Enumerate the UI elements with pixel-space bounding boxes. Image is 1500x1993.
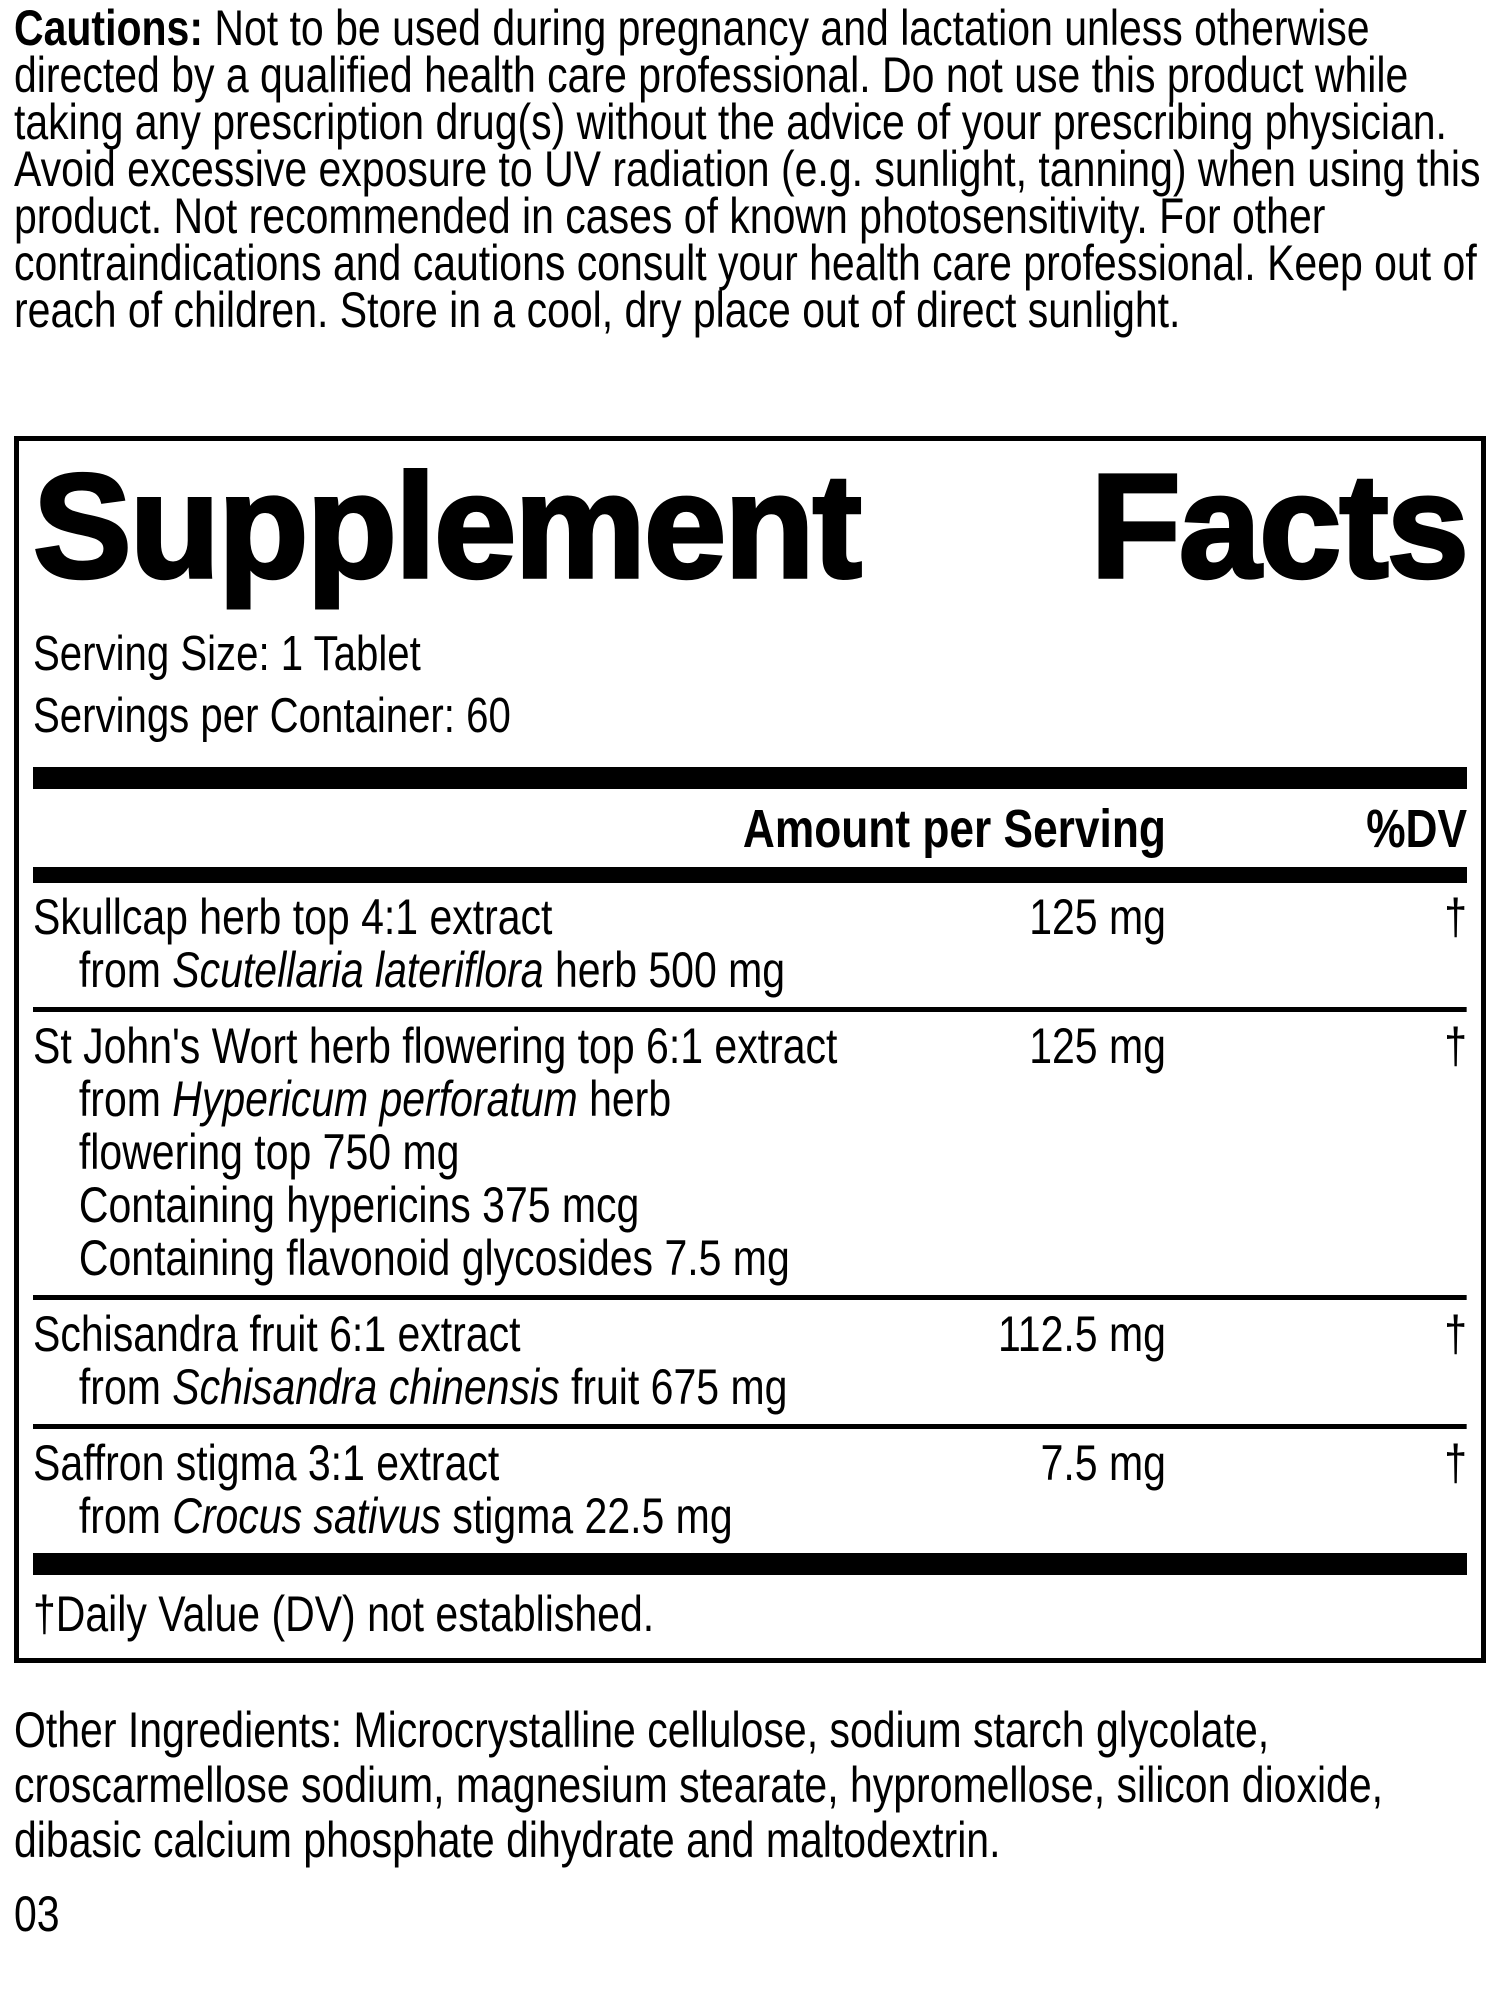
servings-per-container: Servings per Container: 60 — [33, 689, 511, 743]
other-ingredients-paragraph: Other Ingredients: Microcrystalline cell… — [14, 1702, 1384, 1868]
dv-header: %DV — [1366, 799, 1468, 859]
dv-cell: † — [1444, 1018, 1468, 1074]
cautions-paragraph: Cautions: Not to be used during pregnanc… — [14, 3, 1486, 335]
ingredient-name: Skullcap herb top 4:1 extract — [33, 889, 553, 945]
ingredient-detail: from Schisandra chinensis fruit 675 mg — [78, 1359, 788, 1415]
amount-cell: 125 mg — [1029, 1018, 1166, 1074]
serving-info: Serving Size: 1 Tablet Servings per Cont… — [33, 623, 1467, 747]
amount-cell: 7.5 mg — [1040, 1435, 1166, 1491]
ingredient-name-cell: Saffron stigma 3:1 extract from Crocus sa… — [33, 1437, 1041, 1543]
supplement-facts-title: Supplement Facts — [31, 444, 1471, 609]
divider-thick-top — [33, 767, 1467, 789]
facts-rows: Skullcap herb top 4:1 extract from Scutel… — [33, 883, 1468, 1553]
dv-cell: † — [1444, 889, 1468, 945]
title-word-right: Facts — [1089, 444, 1471, 609]
ingredient-name: St John's Wort herb flowering top 6:1 ex… — [33, 1018, 838, 1074]
table-row: Saffron stigma 3:1 extract from Crocus sa… — [33, 1424, 1468, 1553]
ingredient-detail: from Scutellaria lateriflora herb 500 mg — [78, 942, 786, 998]
ingredient-name-cell: St John's Wort herb flowering top 6:1 ex… — [33, 1020, 1029, 1285]
dv-footnote: †Daily Value (DV) not established. — [33, 1586, 655, 1642]
table-header-row: Amount per Serving %DV — [33, 801, 1467, 867]
ingredient-detail: Containing hypericins 375 mcg — [78, 1177, 640, 1233]
ingredient-detail: Containing flavonoid glycosides 7.5 mg — [78, 1230, 790, 1286]
serving-size: Serving Size: 1 Tablet — [33, 627, 421, 681]
page-number: 03 — [14, 1886, 60, 1942]
table-row: Schisandra fruit 6:1 extract from Schisan… — [33, 1295, 1468, 1424]
supplement-facts-panel: Supplement Facts Serving Size: 1 Tablet … — [14, 436, 1486, 1663]
ingredient-name-cell: Skullcap herb top 4:1 extract from Scutel… — [33, 891, 1029, 997]
amount-cell: 112.5 mg — [998, 1306, 1166, 1362]
amount-per-serving-header: Amount per Serving — [742, 799, 1166, 859]
dv-cell: † — [1444, 1306, 1468, 1362]
table-row: St John's Wort herb flowering top 6:1 ex… — [33, 1007, 1468, 1295]
ingredient-detail: from Hypericum perforatum herb — [78, 1071, 672, 1127]
dv-cell: † — [1444, 1435, 1468, 1491]
cautions-text: Not to be used during pregnancy and lact… — [14, 0, 1481, 338]
ingredient-detail: flowering top 750 mg — [78, 1124, 460, 1180]
title-word-left: Supplement — [31, 444, 863, 609]
table-row: Skullcap herb top 4:1 extract from Scutel… — [33, 883, 1467, 1007]
ingredient-name: Schisandra fruit 6:1 extract — [33, 1306, 521, 1362]
ingredient-name: Saffron stigma 3:1 extract — [33, 1435, 500, 1491]
divider-medium — [33, 867, 1467, 883]
ingredient-detail: from Crocus sativus stigma 22.5 mg — [78, 1488, 733, 1544]
amount-cell: 125 mg — [1029, 889, 1166, 945]
divider-thick-bottom — [33, 1553, 1467, 1575]
ingredient-name-cell: Schisandra fruit 6:1 extract from Schisan… — [33, 1308, 998, 1414]
cautions-label: Cautions: — [14, 0, 203, 56]
